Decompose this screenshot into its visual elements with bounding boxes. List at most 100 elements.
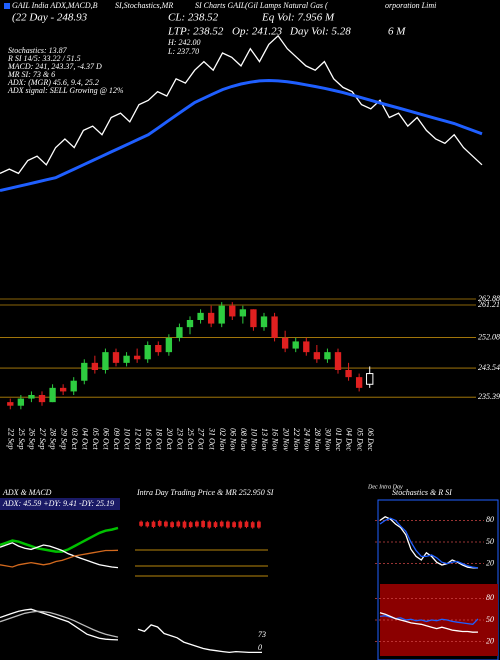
- candle-body: [238, 521, 243, 528]
- candle-body: [17, 398, 25, 406]
- y-tick-label: 20: [486, 558, 494, 567]
- x-tick-label: 06 Dec: [366, 428, 375, 451]
- header-text: ADX signal: SELL Growing @ 12%: [7, 86, 124, 95]
- x-tick-label: 27 Sep: [38, 428, 47, 450]
- x-tick-label: 22 Sep: [6, 428, 15, 450]
- candle-body: [59, 387, 67, 392]
- candle-body: [226, 521, 230, 528]
- header-text: Eq Vol: 7.956 M: [261, 12, 335, 24]
- candle-body: [303, 341, 310, 353]
- x-tick-label: 12 Oct: [133, 428, 142, 450]
- candle-body: [195, 521, 199, 527]
- series-line: [137, 624, 262, 654]
- header-text: H: 242.00: [167, 38, 200, 47]
- y-tick-label: 80: [486, 593, 494, 602]
- x-tick-label: 06 Oct: [102, 428, 111, 450]
- x-tick-label: 10 Nov: [250, 428, 259, 451]
- x-tick-label: 24 Nov: [302, 428, 311, 451]
- candle-body: [218, 305, 225, 324]
- series-line: [0, 610, 119, 638]
- candle-body: [334, 352, 342, 370]
- x-tick-label: 05 Oct: [91, 428, 100, 450]
- candle-body: [232, 522, 236, 527]
- candle-body: [250, 309, 257, 328]
- x-tick-label: 25 Sep: [17, 428, 26, 450]
- header-text: MR SI: 73 & 6: [7, 70, 55, 79]
- y-tick-label: 50: [486, 537, 494, 546]
- candle-body: [229, 305, 236, 317]
- candle-body: [49, 387, 56, 403]
- series-line: [379, 516, 479, 569]
- x-tick-label: 13 Nov: [260, 428, 269, 451]
- candle-body: [201, 521, 205, 527]
- x-tick-label: 02 Nov: [218, 428, 227, 451]
- candle-body: [102, 352, 109, 370]
- candle-body: [186, 320, 194, 328]
- x-tick-label: 05 Dec: [355, 428, 364, 451]
- candle-body: [355, 377, 363, 388]
- header-text: MACD: 241, 243.37, -4.37 D: [7, 62, 102, 71]
- candle-body: [81, 362, 88, 381]
- header-text: SI Charts GAIL: [195, 1, 246, 10]
- x-tick-label: 04 Oct: [80, 428, 89, 450]
- candle-body: [91, 362, 99, 370]
- header-text: Dec Intra Day: [367, 484, 403, 490]
- x-tick-label: 28 Sep: [49, 428, 58, 450]
- logo: [4, 3, 10, 9]
- header-text: Stochastics: 13.87: [8, 46, 68, 55]
- x-tick-label: 16 Nov: [271, 428, 280, 451]
- panel-subtitle: ADX: 45.59 +DY: 9.41 -DY: 25.19: [2, 499, 114, 508]
- header-text: ADX: (MGR) 45.6, 9.4, 25.2: [7, 78, 99, 87]
- header-text: GAIL India ADX,MACD,B: [12, 1, 98, 10]
- candle-body: [123, 355, 130, 363]
- x-tick-label: 16 Oct: [144, 428, 153, 450]
- candle-body: [157, 521, 162, 526]
- candle-body: [366, 373, 374, 385]
- y-tick-label: 235.39: [478, 392, 500, 401]
- series-line: [379, 517, 479, 569]
- candle-body: [281, 337, 289, 349]
- header-text: SI,Stochastics,MR: [115, 1, 173, 10]
- candle-body: [28, 395, 35, 399]
- candle-body: [182, 521, 187, 528]
- y-tick-label: 20: [486, 636, 494, 645]
- candle-body: [257, 521, 261, 528]
- candle-body: [176, 521, 181, 527]
- x-tick-label: 28 Nov: [313, 428, 322, 451]
- x-tick-label: 08 Nov: [239, 428, 248, 451]
- header-text: L: 237.70: [167, 47, 199, 56]
- x-tick-label: 29 Sep: [59, 428, 68, 450]
- x-tick-label: 10 Oct: [123, 428, 132, 450]
- candle-body: [207, 521, 212, 528]
- panel-title: Intra Day Trading Price & MR 252.950 SI: [136, 488, 274, 497]
- series-line: [0, 526, 119, 553]
- series-line: [0, 608, 119, 641]
- candle-body: [313, 352, 321, 360]
- series-line: [0, 34, 483, 175]
- x-tick-label: 25 Oct: [186, 428, 195, 450]
- header-text: R SI 14/5: 33.22 / 51.5: [7, 54, 81, 63]
- x-tick-label: 03 Oct: [70, 428, 79, 450]
- annotation: 0: [258, 643, 262, 652]
- candle-body: [70, 380, 77, 392]
- candle-body: [207, 312, 215, 324]
- x-tick-label: 01 Dec: [334, 428, 343, 451]
- x-tick-label: 31 Oct: [207, 427, 216, 450]
- candle-body: [112, 352, 120, 363]
- candle-body: [139, 521, 143, 526]
- series-line: [0, 542, 119, 569]
- header-text: (22 Day - 248.93: [12, 12, 88, 24]
- x-tick-label: 20 Oct: [165, 428, 174, 450]
- header-text: CL: 238.52: [168, 12, 219, 24]
- header-text: 6 M: [388, 26, 406, 38]
- candle-body: [155, 345, 162, 353]
- panel-title: ADX & MACD: [2, 488, 52, 497]
- candle-body: [170, 522, 174, 527]
- panel-title: Stochastics & R SI: [392, 488, 452, 497]
- x-tick-label: 09 Oct: [112, 428, 121, 450]
- candle-body: [165, 337, 173, 353]
- header-text: LTP: 238.52: [167, 26, 224, 38]
- y-tick-label: 50: [486, 615, 494, 624]
